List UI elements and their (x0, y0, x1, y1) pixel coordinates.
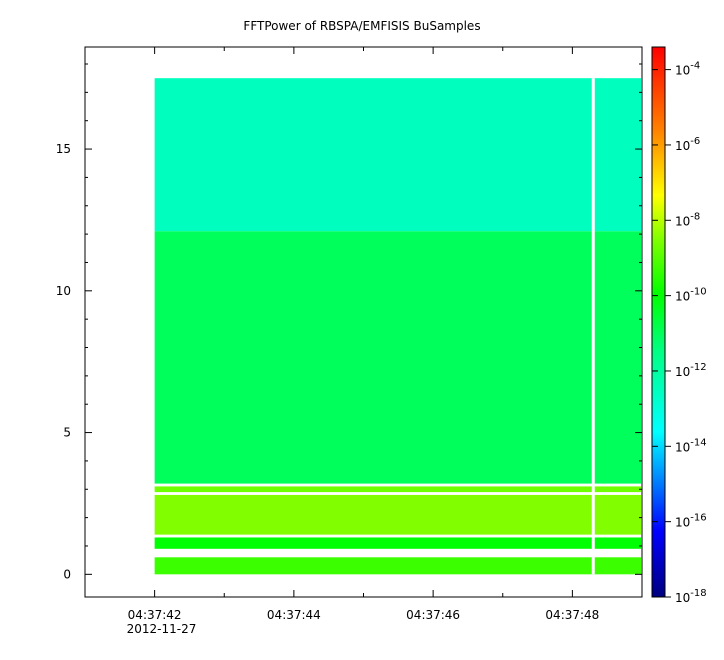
x-tick-date-label: 2012-11-27 (127, 622, 197, 636)
colorbar-tick-label: 10-18 (675, 588, 707, 605)
heatmap-band (154, 486, 641, 493)
colorbar: 10-4 10-6 10-8 10-10 10-12 10-14 10-16 10-18 (651, 46, 707, 605)
heatmap-layer (154, 78, 641, 575)
colorbar-tick-label: 10-10 (675, 287, 707, 304)
colorbar-tick-label: 10-4 (675, 61, 700, 78)
heatmap-band (154, 78, 641, 232)
heatmap-band (154, 494, 641, 535)
y-tick-label: 5 (63, 426, 71, 440)
heatmap-band (154, 537, 641, 549)
y-axis: 0 5 10 15 (56, 63, 642, 581)
colorbar-tick-label: 10-16 (675, 513, 707, 530)
data-gap (591, 78, 595, 575)
x-tick-label: 04:37:48 (545, 608, 599, 622)
x-tick-label: 04:37:42 (128, 608, 182, 622)
x-tick-label: 04:37:46 (406, 608, 460, 622)
heatmap-band (154, 557, 641, 575)
colorbar-tick-label: 10-14 (675, 437, 707, 454)
chart-title: FFTPower of RBSPA/EMFISIS BuSamples (243, 19, 480, 33)
colorbar-tick-label: 10-6 (675, 136, 700, 153)
heatmap-band (154, 231, 641, 484)
y-tick-label: 0 (63, 567, 71, 581)
y-tick-label: 10 (56, 284, 71, 298)
x-tick-label: 04:37:44 (267, 608, 321, 622)
colorbar-tick-label: 10-12 (675, 362, 707, 379)
colorbar-gradient (651, 46, 666, 598)
colorbar-tick-label: 10-8 (675, 211, 700, 228)
y-tick-label: 15 (56, 142, 71, 156)
